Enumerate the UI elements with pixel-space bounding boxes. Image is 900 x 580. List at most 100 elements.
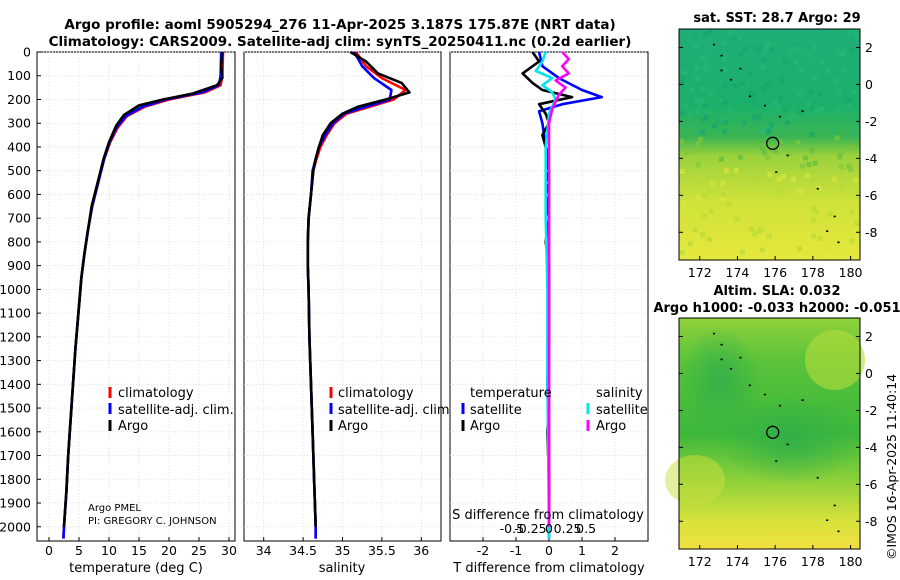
sst-pixel [700,99,706,105]
sst-pixel [809,105,815,111]
sst-pixel [710,44,716,50]
s-tick-label: -0.5 [500,521,524,536]
sst-pixel [756,49,762,55]
sst-pixel [777,95,783,101]
sst-pixel [846,97,852,103]
sla-argo-position-marker [766,425,780,439]
sst-pixel [852,129,858,135]
sst-pixel [811,217,817,223]
x-tick-label: 2 [611,543,619,558]
sst-pixel [782,58,788,64]
salinity-legend: climatology satellite-adj. clim. Argo [329,386,454,434]
sst-pixel [853,177,859,183]
sst-pixel [838,164,844,170]
depth-tick-label: 0 [23,45,31,60]
sst-pixel [826,244,832,250]
s-difference-xlabel: S difference from climatology [452,508,644,523]
sst-pixel [854,220,860,226]
sst-pixel [721,66,727,72]
sst-pixel [817,92,823,98]
sst-pixel [693,44,699,50]
sst-pixel [835,106,841,112]
island [778,115,782,118]
sla-high-anomaly-ne [805,330,865,390]
depth-tick-label: 700 [7,211,31,226]
lon-tick-label: 178 [801,265,825,280]
island [729,78,733,81]
sst-pixel [738,154,744,160]
sst-pixel [838,185,844,191]
sst-pixel [819,106,825,112]
sst-pixel [722,99,728,105]
sst-pixel [723,168,729,174]
diff-legend-t-satellite: satellite [470,403,522,418]
sst-pixel [752,231,758,237]
pi-line1: Argo PMEL [88,503,141,514]
lon-tick-label: 174 [726,554,750,569]
s-tick-label: -0.25 [514,521,546,536]
s-tick-label: 0.5 [576,521,596,536]
imos-timestamp: ©IMOS 16-Apr-2025 11:40:14 [884,374,899,560]
sst-pixel [709,181,715,187]
sst-lon-axis: 172 174 176 178 180 [688,256,863,280]
salinity-panel: 34 34.5 35 35.5 36 salinity climatology sate… [243,50,454,576]
sst-pixel [777,139,783,145]
temperature-axes-frame [36,51,236,542]
sst-pixel [728,29,734,35]
x-tick-label: 30 [221,543,237,558]
sst-pixel [853,172,859,178]
sst-pixel [695,172,701,178]
lat-tick-label: -2 [865,403,877,418]
sst-pixel [763,44,769,50]
sst-pixel [793,59,799,65]
sst-pixel [718,156,724,162]
sst-pixel [809,132,815,138]
sst-pixel [803,250,809,256]
sst-pixel [796,188,802,194]
sst-pixel [747,70,753,76]
lat-tick-label: -4 [865,440,878,455]
sst-pixel [797,246,803,252]
lat-tick-label: 2 [865,40,873,55]
island [720,69,723,72]
sst-pixel [694,108,700,114]
sst-pixel [693,238,699,244]
sst-pixel [812,160,818,166]
island [837,241,840,244]
sst-pixel [705,110,711,116]
lat-tick-label: -2 [865,114,877,129]
sst-pixel [852,88,858,94]
s-tick-label: 0 [545,521,553,536]
sst-pixel [751,115,757,121]
island [786,154,789,157]
sst-pixel [817,235,823,241]
sst-pixel [811,205,817,211]
temperature-legend: climatology satellite-adj. clim. Argo [108,386,234,434]
sst-pixel [693,65,699,71]
sst-pixel [825,69,831,75]
sst-pixel [759,145,765,151]
sst-pixel [805,173,811,179]
sst-pixel [768,46,774,52]
x-tick-label: 36 [413,543,429,558]
diff-legend-t-argo: Argo [470,419,500,434]
sst-pixel [834,135,840,141]
sst-pixel [721,192,727,198]
island [833,504,836,507]
difference-legend: temperature satellite Argo salinity sate… [461,386,648,434]
sst-pixel [722,56,728,62]
sst-pixel [832,77,838,83]
diff-legend-s-satellite: satellite [596,403,648,418]
depth-tick-label: 1600 [0,424,31,439]
depth-tick-label: 1500 [0,401,31,416]
sst-pixel [752,141,758,147]
lon-tick-label: 174 [726,265,750,280]
sst-pixel [825,219,831,225]
sst-pixel [708,91,714,97]
sst-pixel [679,75,685,81]
sst-pixel [846,163,852,169]
sst-pixel [703,114,709,120]
legend-argo: Argo [118,419,148,434]
sst-pixel [761,128,767,134]
